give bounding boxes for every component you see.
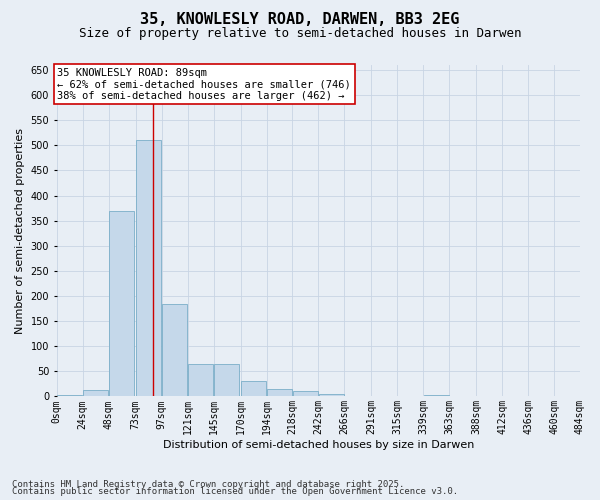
Text: Contains HM Land Registry data © Crown copyright and database right 2025.: Contains HM Land Registry data © Crown c… — [12, 480, 404, 489]
Text: Contains public sector information licensed under the Open Government Licence v3: Contains public sector information licen… — [12, 487, 458, 496]
Bar — [424, 395, 449, 396]
Bar — [58, 395, 82, 396]
Bar — [136, 140, 161, 396]
Bar — [267, 389, 292, 396]
Y-axis label: Number of semi-detached properties: Number of semi-detached properties — [15, 128, 25, 334]
Text: 35, KNOWLESLY ROAD, DARWEN, BB3 2EG: 35, KNOWLESLY ROAD, DARWEN, BB3 2EG — [140, 12, 460, 28]
Text: 35 KNOWLESLY ROAD: 89sqm
← 62% of semi-detached houses are smaller (746)
38% of : 35 KNOWLESLY ROAD: 89sqm ← 62% of semi-d… — [58, 68, 351, 100]
Text: Size of property relative to semi-detached houses in Darwen: Size of property relative to semi-detach… — [79, 28, 521, 40]
X-axis label: Distribution of semi-detached houses by size in Darwen: Distribution of semi-detached houses by … — [163, 440, 474, 450]
Bar — [109, 210, 134, 396]
Bar — [293, 392, 318, 396]
Bar — [319, 394, 344, 396]
Bar — [214, 364, 239, 396]
Bar — [188, 364, 213, 396]
Bar — [83, 390, 109, 396]
Bar — [162, 304, 187, 396]
Bar — [241, 382, 266, 396]
